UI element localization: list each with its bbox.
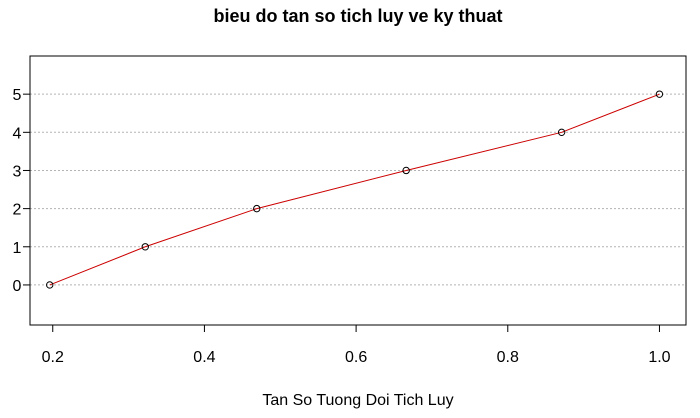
x-tick-label: 0.2 — [42, 349, 64, 366]
y-tick-label: 3 — [13, 163, 22, 180]
chart-title: bieu do tan so tich luy ve ky thuat — [213, 6, 502, 26]
y-tick-label: 2 — [13, 202, 22, 219]
x-tick-label: 0.8 — [497, 349, 519, 366]
plot-frame — [29, 55, 687, 326]
data-point — [557, 128, 566, 137]
series-line — [49, 93, 660, 286]
data-point — [253, 204, 261, 213]
x-tick-label: 0.6 — [345, 349, 367, 366]
data-point — [655, 90, 664, 98]
axes: 0 1 2 3 4 5 0.2 0.4 0.6 0.8 1.0 — [13, 55, 687, 366]
x-axis-label: Tan So Tuong Doi Tich Luy — [262, 392, 453, 409]
data-point — [402, 166, 410, 175]
data-point — [46, 281, 54, 289]
y-tick-label: 0 — [13, 278, 22, 295]
grid-lines — [30, 93, 686, 286]
x-tick-label: 1.0 — [648, 349, 670, 366]
x-tick-label: 0.4 — [193, 349, 215, 366]
y-tick-label: 4 — [13, 125, 22, 142]
data-series — [46, 90, 664, 289]
y-tick-label: 5 — [13, 87, 22, 104]
data-point — [141, 243, 149, 251]
y-tick-label: 1 — [13, 240, 22, 257]
